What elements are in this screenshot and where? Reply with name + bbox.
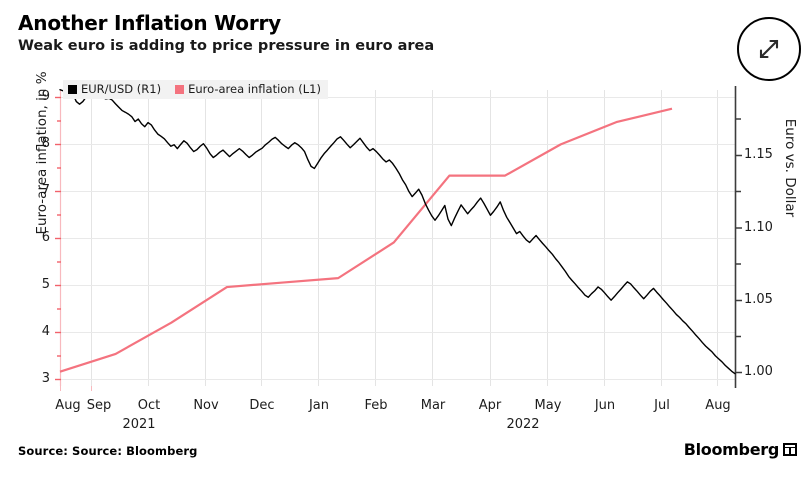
- legend-label-inflation: Euro-area inflation (L1): [188, 82, 321, 96]
- x-tick-label: Apr: [478, 398, 502, 413]
- chart-header: Another Inflation Worry Weak euro is add…: [18, 12, 718, 55]
- brand-name: Bloomberg: [683, 440, 780, 459]
- legend-item-inflation[interactable]: Euro-area inflation (L1): [175, 82, 321, 96]
- x-tick-label: Feb: [364, 398, 388, 413]
- x-tick-label: Dec: [249, 398, 275, 413]
- x-tick-label: Aug: [55, 398, 81, 413]
- right-axis-ticks: [735, 118, 742, 374]
- right-tick-label: 1.10: [744, 220, 773, 235]
- expand-diagonal-icon: [759, 39, 779, 59]
- right-tick-label: 1.05: [744, 292, 773, 307]
- legend-label-eurusd: EUR/USD (R1): [81, 82, 162, 96]
- left-tick-label: 7: [41, 183, 50, 198]
- x-tick-label: Jan: [308, 398, 330, 413]
- page-subtitle: Weak euro is adding to price pressure in…: [18, 38, 435, 54]
- legend-item-eurusd[interactable]: EUR/USD (R1): [68, 82, 161, 96]
- x-tick-label: Mar: [420, 398, 446, 413]
- x-tick-label: Jun: [594, 398, 616, 413]
- series-line-eurusd: [59, 85, 736, 375]
- brand-logo: Bloomberg: [684, 440, 797, 459]
- page-title: Another Inflation Worry: [18, 11, 281, 35]
- left-axis-title: Euro-area inflation, in %: [34, 71, 50, 235]
- x-axis-ticks: [60, 386, 92, 391]
- left-tick-label: 8: [41, 136, 50, 151]
- x-tick-label: Sep: [86, 398, 112, 413]
- legend-swatch-red-icon: [175, 84, 185, 94]
- series-line-inflation: [59, 107, 673, 373]
- right-tick-label: 1.15: [744, 147, 773, 162]
- x-tick-label: Aug: [705, 398, 731, 413]
- chart-legend: EUR/USD (R1) Euro-area inflation (L1): [63, 80, 328, 99]
- bloomberg-terminal-icon: [783, 443, 797, 456]
- left-tick-label: 3: [41, 371, 50, 386]
- left-axis-ticks: [55, 96, 61, 381]
- legend-swatch-black-icon: [68, 84, 77, 94]
- x-tick-label: Jul: [654, 398, 670, 413]
- x-year-label: 2022: [506, 417, 540, 432]
- left-tick-label: 4: [41, 324, 50, 339]
- x-tick-label: Oct: [137, 398, 161, 413]
- right-axis-title: Euro vs. Dollar: [782, 118, 798, 218]
- left-tick-label: 6: [41, 230, 50, 245]
- left-tick-label: 9: [41, 89, 50, 104]
- expand-button[interactable]: [737, 17, 801, 81]
- x-tick-label: May: [534, 398, 562, 413]
- right-tick-label: 1.00: [744, 364, 773, 379]
- x-year-label: 2021: [122, 417, 156, 432]
- x-tick-label: Nov: [193, 398, 219, 413]
- left-tick-label: 5: [41, 277, 50, 292]
- source-note: Source: Source: Bloomberg: [18, 444, 198, 458]
